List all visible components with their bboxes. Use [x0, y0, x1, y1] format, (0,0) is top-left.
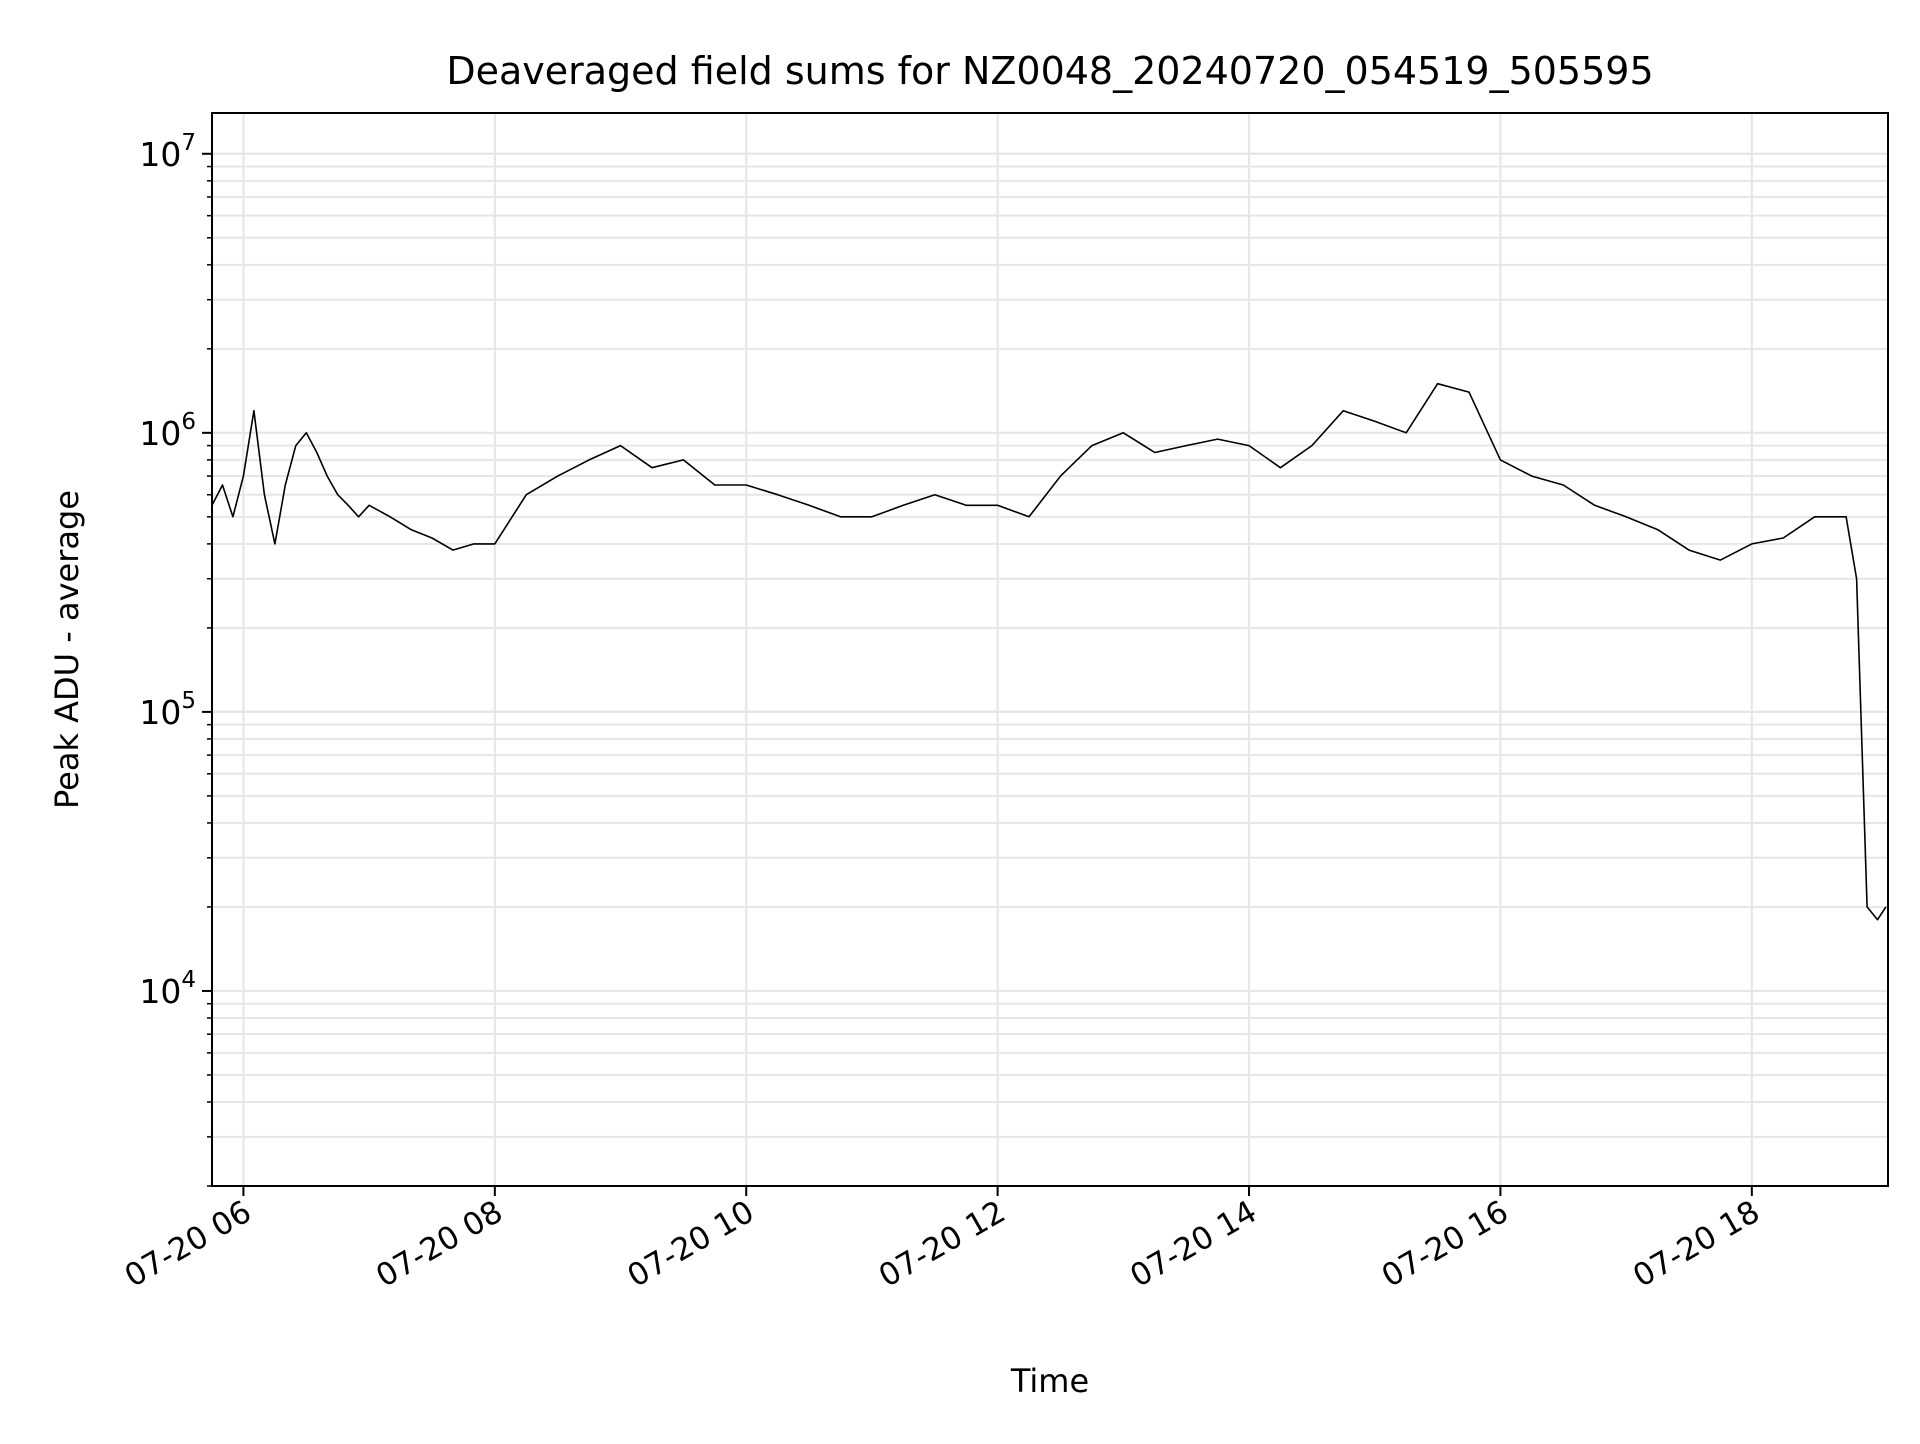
series-line-0: [211, 382, 1887, 921]
x-tick-label: 07-20 16: [1376, 1194, 1515, 1295]
x-tick-label: 07-20 10: [622, 1194, 761, 1295]
x-tick-label: 07-20 12: [873, 1194, 1012, 1295]
grid-layer: [212, 113, 1888, 1187]
y-axis-label: Peak ADU - average: [48, 490, 86, 809]
x-tick-label: 07-20 18: [1627, 1194, 1766, 1295]
y-tick-label: 104: [139, 967, 196, 1011]
x-tick-label: 07-20 06: [119, 1194, 258, 1295]
y-tick-label: 107: [139, 130, 196, 174]
y-tick-label: 106: [139, 409, 196, 453]
x-tick-label: 07-20 14: [1124, 1194, 1263, 1295]
y-tick-label: 105: [139, 688, 196, 732]
data-layer: [211, 382, 1887, 921]
x-axis-label: Time: [1010, 1362, 1089, 1400]
plot-frame: [211, 112, 1889, 1187]
chart-title: Deaveraged field sums for NZ0048_2024072…: [446, 49, 1653, 93]
x-tick-label: 07-20 08: [370, 1194, 509, 1295]
